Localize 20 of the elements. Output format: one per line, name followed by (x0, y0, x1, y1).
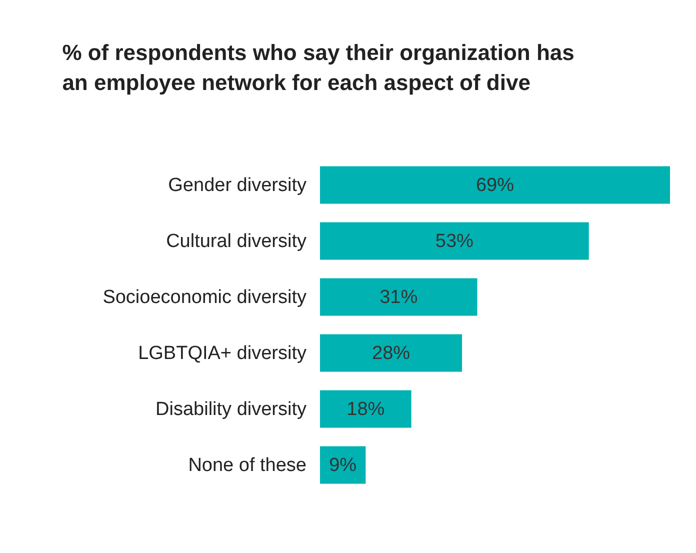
data-label: 53% (435, 230, 474, 252)
data-label: 31% (380, 286, 418, 308)
y-tick-label: Socioeconomic diversity (102, 286, 307, 308)
text: % of respondents who say their organization has (62, 40, 574, 65)
y-tick-label: Cultural diversity (166, 230, 307, 252)
y-tick-label: Disability diversity (156, 399, 307, 420)
data-label: 18% (346, 399, 385, 420)
y-tick-label: LGBTQIA+ diversity (138, 343, 307, 364)
bar (320, 166, 670, 204)
y-tick-label: Gender diversity (168, 174, 307, 196)
bar (320, 222, 589, 260)
data-label: 69% (476, 174, 514, 196)
bar (320, 278, 478, 316)
y-tick-label: None of these (188, 455, 306, 476)
data-label: 9% (329, 455, 357, 476)
bar (320, 334, 462, 372)
data-label: 28% (372, 343, 410, 364)
text: an employee network for each aspect of dive (62, 70, 530, 95)
bar (320, 446, 366, 484)
bar (320, 390, 412, 428)
